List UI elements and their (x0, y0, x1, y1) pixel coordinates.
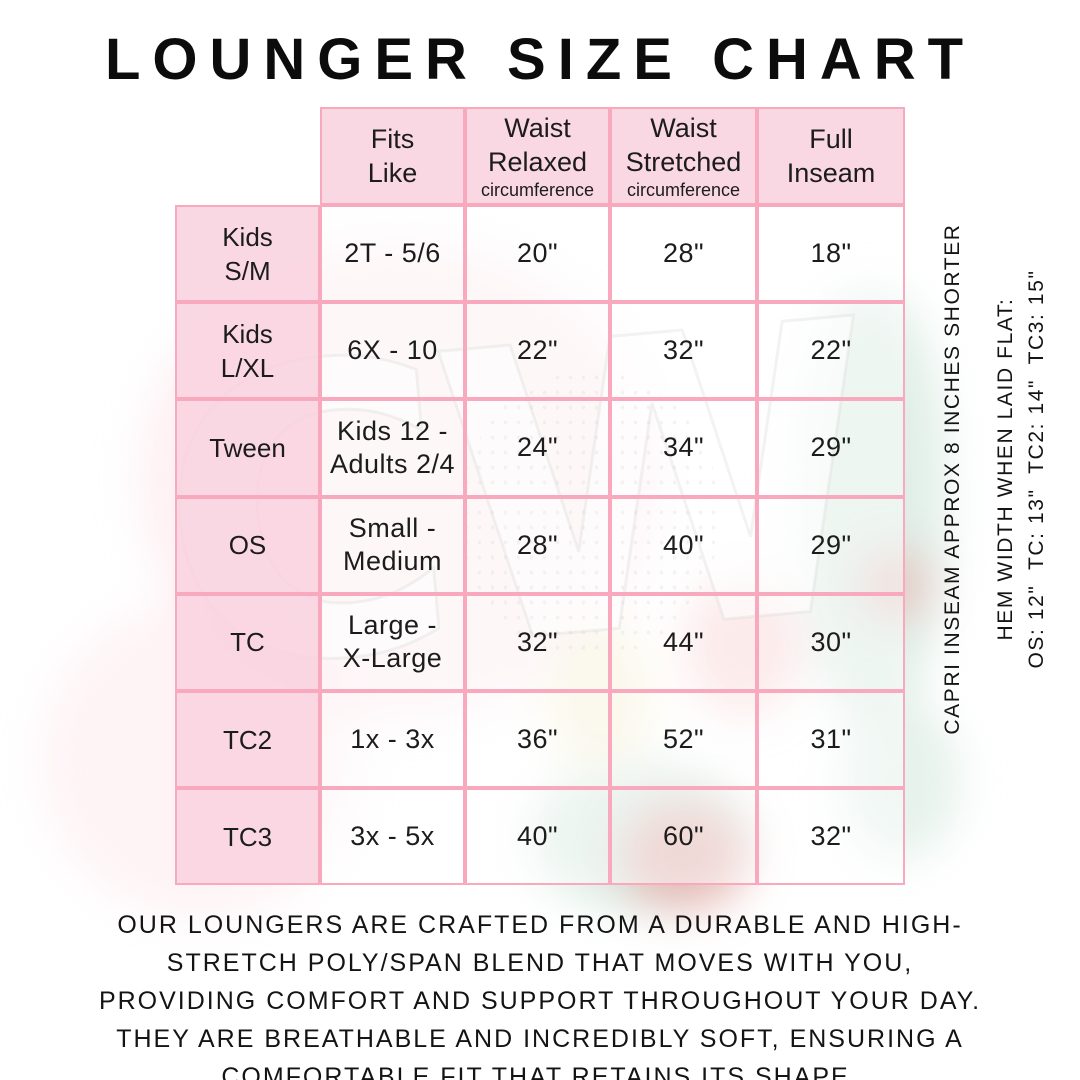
flower-watercolor (620, 800, 750, 910)
cell-fits-like: Large - X-Large (320, 593, 465, 691)
cell-fits-like: Small - Medium (320, 496, 465, 594)
cell-waist-stretched: 32" (610, 302, 757, 400)
cell-waist-relaxed: 32" (465, 593, 610, 691)
speckle-texture (460, 370, 720, 660)
corner-cell (175, 107, 320, 205)
cell-full-inseam: 31" (757, 690, 905, 789)
flower-watercolor (860, 550, 930, 620)
cell-fits-like: Kids 12 - Adults 2/4 (320, 399, 465, 497)
header-title: Waist Relaxed (487, 113, 588, 177)
cell-waist-relaxed: 28" (465, 496, 610, 594)
cell-fits-like: 2T - 5/6 (320, 205, 465, 303)
cell-waist-relaxed: 20" (465, 205, 610, 303)
cell-waist-stretched: 52" (610, 690, 757, 789)
cell-waist-relaxed: 40" (465, 788, 610, 886)
cactus-watercolor (840, 700, 960, 860)
header-subtitle: circumference (480, 180, 595, 200)
header-subtitle: circumference (626, 180, 741, 200)
row-label-tc2: TC2 (175, 690, 320, 789)
row-label-kids-lxl: Kids L/XL (175, 302, 320, 400)
header-title: Waist Stretched (625, 113, 742, 177)
hem-width-note-title: HEM WIDTH WHEN LAID FLAT: (994, 297, 1017, 641)
cell-waist-stretched: 34" (610, 399, 757, 497)
size-chart-table: Fits Like Waist Relaxed circumference Wa… (175, 107, 905, 886)
cell-waist-relaxed: 24" (465, 399, 610, 497)
cactus-watercolor (795, 290, 945, 720)
cell-fits-like: 6X - 10 (320, 302, 465, 400)
cell-full-inseam: 30" (757, 593, 905, 691)
hem-width-note-values: OS: 12" TC: 13" TC2: 14" TC3: 15" (1025, 269, 1048, 669)
header-waist-relaxed: Waist Relaxed circumference (465, 107, 610, 205)
cell-waist-stretched: 60" (610, 788, 757, 886)
row-label-tween: Tween (175, 399, 320, 497)
header-full-inseam: Full Inseam (757, 107, 905, 205)
hem-width-note: HEM WIDTH WHEN LAID FLAT: OS: 12" TC: 13… (990, 189, 1052, 749)
header-fits-like: Fits Like (320, 107, 465, 205)
cell-waist-stretched: 44" (610, 593, 757, 691)
cell-waist-relaxed: 36" (465, 690, 610, 789)
cell-full-inseam: 29" (757, 399, 905, 497)
cell-full-inseam: 29" (757, 496, 905, 594)
header-title: Fits Like (367, 124, 418, 188)
cell-waist-stretched: 28" (610, 205, 757, 303)
header-title: Full Inseam (786, 124, 876, 188)
row-label-os: OS (175, 496, 320, 594)
cell-full-inseam: 18" (757, 205, 905, 303)
capri-inseam-note: CAPRI INSEAM APPROX 8 INCHES SHORTER (941, 223, 964, 735)
cell-fits-like: 1x - 3x (320, 690, 465, 789)
cell-full-inseam: 22" (757, 302, 905, 400)
header-waist-stretched: Waist Stretched circumference (610, 107, 757, 205)
cell-waist-stretched: 40" (610, 496, 757, 594)
yellow-watercolor (545, 620, 655, 770)
cell-waist-relaxed: 22" (465, 302, 610, 400)
cell-fits-like: 3x - 5x (320, 788, 465, 886)
row-label-tc: TC (175, 593, 320, 691)
row-label-tc3: TC3 (175, 788, 320, 886)
cell-full-inseam: 32" (757, 788, 905, 886)
footer-description: OUR LOUNGERS ARE CRAFTED FROM A DURABLE … (98, 911, 982, 1080)
page-title: LOUNGER SIZE CHART (104, 27, 976, 92)
row-label-kids-sm: Kids S/M (175, 205, 320, 303)
